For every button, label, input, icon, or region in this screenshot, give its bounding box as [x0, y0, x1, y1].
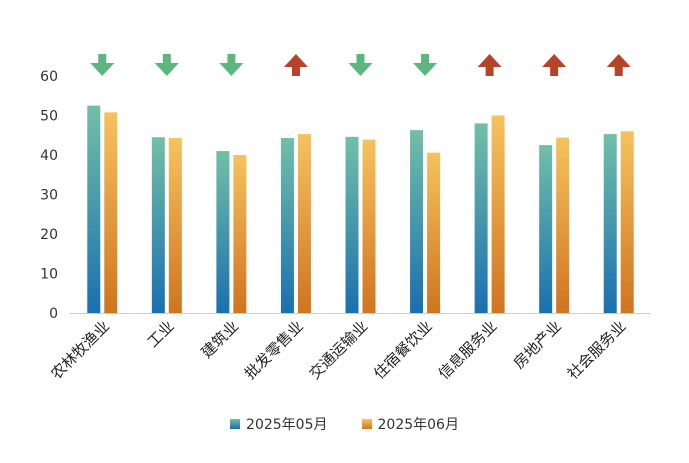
trend-arrows	[90, 54, 631, 76]
arrow-down-icon	[219, 54, 244, 76]
bar-series-2	[233, 155, 247, 313]
y-tick-label: 30	[40, 188, 58, 204]
bar-series-1	[474, 123, 488, 314]
bar-series-1	[87, 105, 101, 313]
legend-swatch-series-1	[230, 419, 241, 429]
bar-chart: 0 10 20 30 40 50 60 农林牧渔业 工业 建筑业批发零售业交通运输业住宿餐饮业信…	[40, 54, 651, 383]
bar-series-1	[280, 138, 294, 313]
x-category-label: 房地产业	[510, 317, 565, 372]
legend-label-series-2: 2025年06月	[377, 417, 459, 433]
bar-series-2	[556, 137, 570, 313]
arrow-up-icon	[606, 54, 631, 76]
legend-item-series-1: 2025年05月	[230, 414, 328, 434]
bar-series-2	[297, 134, 311, 313]
arrow-up-icon	[283, 54, 308, 76]
bar-series-2	[427, 152, 441, 313]
arrow-up-icon	[477, 54, 502, 76]
x-category-label: 批发零售业	[241, 317, 307, 383]
bar-series-1	[539, 145, 553, 313]
legend-item-series-2: 2025年06月	[361, 414, 459, 434]
x-category-label: 信息服务业	[435, 317, 501, 383]
x-category-label: 建筑业	[198, 317, 243, 362]
bar-series-1	[345, 136, 359, 313]
arrow-down-icon	[348, 54, 373, 76]
legend-swatch-series-2	[361, 419, 372, 429]
y-tick-label: 10	[40, 267, 58, 283]
bar-series-2	[491, 115, 505, 313]
bar-series-2	[104, 112, 118, 313]
arrow-up-icon	[542, 54, 567, 76]
y-tick-label: 40	[40, 148, 58, 164]
y-tick-label: 60	[40, 69, 58, 85]
x-category-label: 社会服务业	[564, 317, 630, 383]
bars	[87, 105, 634, 314]
y-tick-label: 20	[40, 227, 58, 243]
y-tick-label: 50	[40, 109, 58, 125]
arrow-down-icon	[413, 54, 438, 76]
y-axis: 0 10 20 30 40 50 60	[40, 69, 58, 322]
bar-series-2	[168, 138, 182, 313]
arrow-down-icon	[90, 54, 115, 76]
bar-series-2	[362, 139, 376, 313]
bar-series-2	[620, 131, 634, 313]
legend-label-series-1: 2025年05月	[246, 417, 328, 433]
bar-series-1	[151, 137, 165, 313]
bar-series-1	[603, 134, 617, 313]
bar-series-1	[216, 151, 230, 313]
legend: 2025年05月 2025年06月	[0, 414, 689, 434]
x-category-label: 住宿餐饮业	[370, 317, 436, 383]
y-tick-label: 0	[49, 306, 58, 322]
x-category-label: 交通运输业	[306, 317, 372, 383]
bar-series-1	[410, 130, 424, 313]
x-category-label: 农林牧渔业	[47, 317, 113, 383]
x-category-label: 工业	[144, 317, 178, 351]
arrow-down-icon	[154, 54, 179, 76]
